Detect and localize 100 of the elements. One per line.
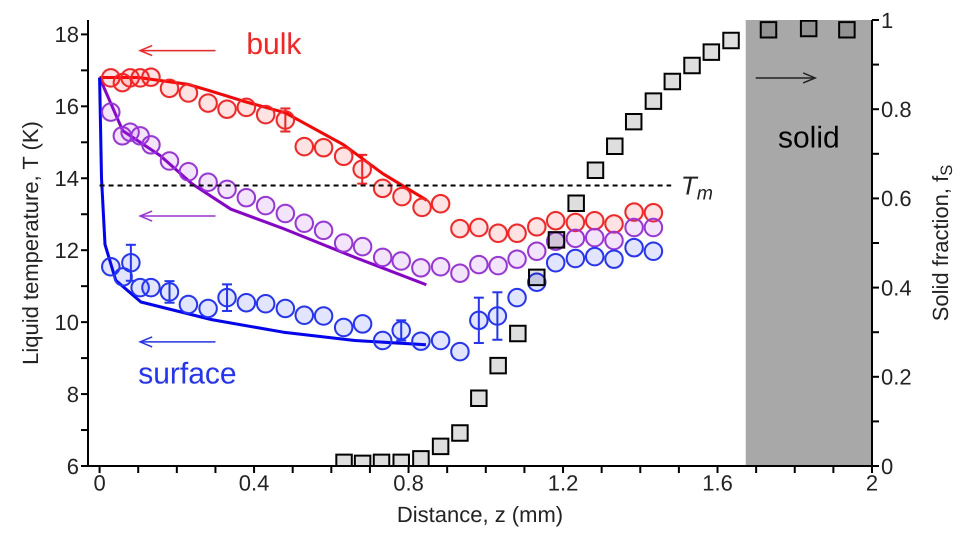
point — [334, 233, 354, 253]
point — [838, 21, 856, 39]
point — [488, 256, 508, 276]
point — [141, 135, 161, 155]
point — [800, 20, 818, 38]
point — [101, 102, 121, 122]
y-tick-label: 8 — [66, 382, 79, 407]
point — [352, 236, 372, 256]
point — [314, 220, 334, 240]
point — [276, 298, 296, 318]
point — [352, 160, 372, 179]
point — [488, 224, 508, 244]
y-tick-label: 12 — [54, 238, 79, 264]
x-tick-label: 2 — [866, 470, 878, 496]
point — [722, 32, 740, 50]
point — [566, 212, 586, 232]
point — [352, 314, 372, 334]
point — [236, 98, 256, 118]
point — [606, 137, 624, 155]
point — [527, 217, 547, 237]
point — [527, 242, 547, 261]
point — [430, 330, 450, 350]
point — [470, 389, 488, 407]
point — [432, 438, 450, 456]
point — [450, 342, 470, 362]
point — [624, 202, 644, 222]
point — [314, 306, 334, 326]
point — [507, 288, 527, 308]
y2-tick-label: 0.4 — [881, 275, 912, 300]
x-tick-label: 0.8 — [393, 470, 424, 496]
point — [430, 194, 450, 214]
point — [198, 298, 218, 318]
point — [584, 228, 604, 248]
point — [294, 213, 314, 233]
point — [160, 151, 180, 171]
point — [391, 320, 411, 340]
point — [624, 112, 642, 130]
point — [236, 188, 256, 208]
point — [178, 294, 198, 314]
point — [412, 198, 432, 218]
point — [141, 67, 161, 87]
point — [121, 253, 141, 273]
point — [604, 214, 624, 234]
point — [198, 93, 218, 113]
y-tick-label: 16 — [54, 94, 79, 120]
point — [566, 228, 586, 248]
point — [469, 218, 489, 238]
point — [372, 248, 392, 268]
point — [314, 138, 334, 158]
point — [113, 267, 133, 287]
point — [160, 78, 180, 98]
point — [217, 288, 237, 308]
point — [294, 136, 314, 156]
point — [604, 249, 624, 269]
legend-label: bulk — [246, 28, 302, 62]
point — [683, 56, 701, 74]
point — [624, 218, 644, 238]
point — [450, 218, 470, 238]
point — [334, 318, 354, 338]
point — [101, 257, 121, 276]
point — [644, 218, 664, 238]
point — [160, 282, 180, 302]
series-label: surface — [138, 357, 237, 390]
point — [256, 294, 276, 314]
point — [566, 248, 586, 268]
y-tick-label: 14 — [54, 166, 79, 192]
y-axis-title: Liquid temperature, T (K) — [18, 121, 43, 365]
point — [372, 178, 392, 198]
point — [334, 146, 354, 166]
point — [178, 162, 198, 182]
point — [276, 204, 296, 224]
y-tick-label: 18 — [54, 22, 79, 48]
x-tick-label: 1.2 — [548, 470, 578, 496]
point — [411, 258, 431, 278]
line-series — [98, 76, 428, 286]
y2-tick-label: 0.6 — [881, 186, 912, 212]
y2-tick-label: 0 — [881, 454, 894, 479]
point — [236, 292, 256, 312]
point — [507, 249, 527, 269]
y2-tick-label: 0.8 — [881, 97, 912, 122]
point — [411, 331, 431, 351]
point — [217, 99, 237, 119]
point — [584, 246, 604, 266]
point — [546, 253, 566, 273]
point — [372, 330, 392, 350]
point — [644, 242, 664, 261]
point — [178, 83, 198, 103]
point — [450, 263, 470, 283]
point — [509, 324, 527, 342]
point — [604, 230, 624, 250]
point — [760, 21, 778, 39]
point — [469, 254, 489, 274]
ref-line-label: T$_{m}$ — [680, 170, 713, 204]
point — [430, 257, 450, 276]
band-label: solid — [778, 122, 840, 155]
point — [294, 306, 314, 326]
point — [584, 210, 604, 230]
point — [256, 104, 276, 124]
x-tick-label: 1.6 — [702, 470, 733, 496]
point — [507, 224, 527, 244]
